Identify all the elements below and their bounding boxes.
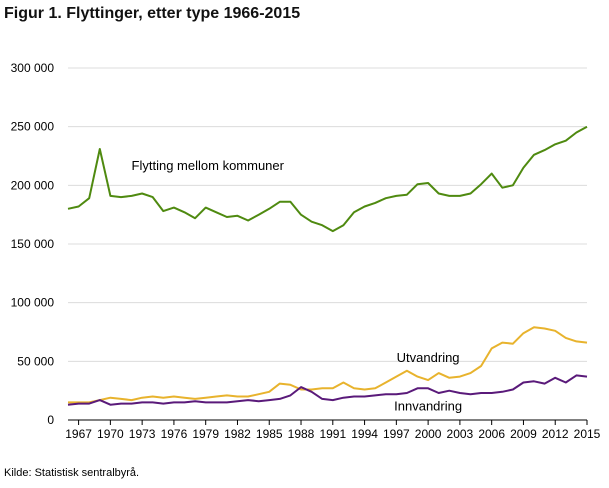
y-tick-label: 0: [47, 413, 54, 427]
x-tick-label: 1997: [383, 427, 410, 441]
source-note: Kilde: Statistisk sentralbyrå.: [4, 467, 140, 479]
y-tick-label: 200 000: [11, 178, 55, 192]
series-label-utvandring: Utvandring: [397, 350, 460, 365]
x-tick-label: 1982: [224, 427, 251, 441]
x-tick-label: 2000: [415, 427, 442, 441]
x-tick-label: 1976: [161, 427, 188, 441]
x-tick-label: 1988: [288, 427, 315, 441]
series-line-flytting-mellom-kommuner: [67, 125, 588, 233]
x-tick-label: 1979: [192, 427, 219, 441]
x-tick-label: 1991: [319, 427, 346, 441]
y-tick-label: 100 000: [11, 296, 55, 310]
x-tick-label: 1973: [129, 427, 156, 441]
chart-title: Figur 1. Flyttinger, etter type 1966-201…: [4, 5, 301, 22]
x-tick-label: 1994: [351, 427, 378, 441]
series-line-innvandring: [67, 374, 588, 406]
y-tick-label: 150 000: [11, 237, 55, 251]
y-tick-label: 300 000: [11, 61, 55, 75]
x-tick-label: 1967: [65, 427, 92, 441]
x-tick-label: 1970: [97, 427, 124, 441]
y-tick-label: 250 000: [11, 120, 55, 134]
x-tick-label: 2012: [542, 427, 569, 441]
series-label-flytting-mellom-kommuner: Flytting mellom kommuner: [132, 158, 285, 173]
x-tick-label: 2006: [478, 427, 505, 441]
y-tick-label: 50 000: [17, 354, 54, 368]
x-tick-label: 1985: [256, 427, 283, 441]
series-line-utvandring: [68, 326, 588, 404]
x-tick-label: 2003: [447, 427, 474, 441]
x-tick-label: 2009: [510, 427, 537, 441]
series-label-innvandring: Innvandring: [394, 398, 462, 413]
x-tick-label: 2015: [574, 427, 601, 441]
